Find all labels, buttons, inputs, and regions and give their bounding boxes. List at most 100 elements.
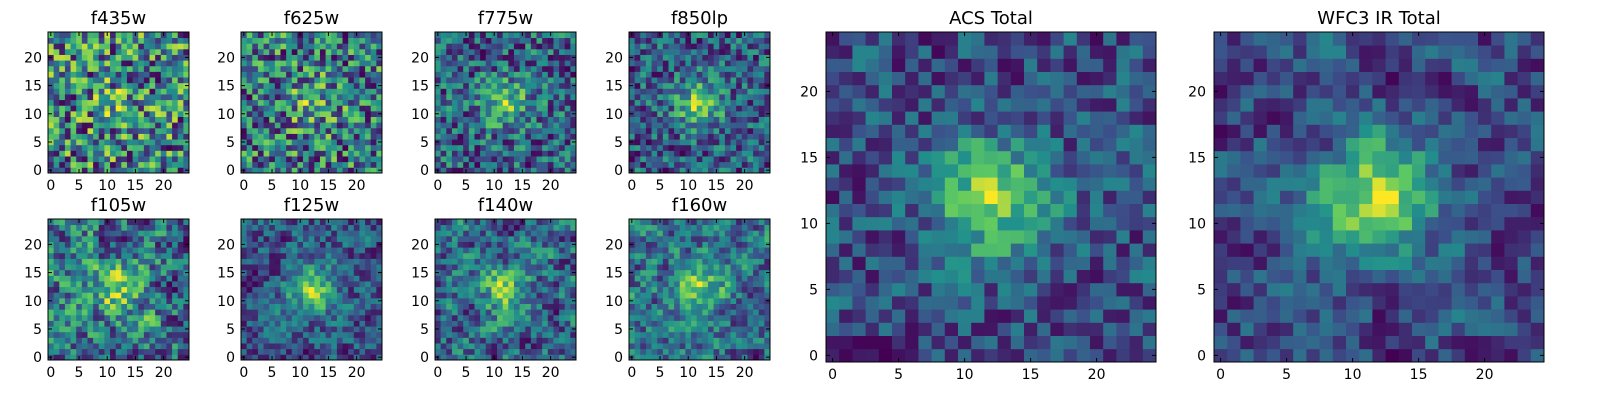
heatmap-cell xyxy=(645,354,652,361)
heatmap-cell xyxy=(325,292,332,299)
heatmap-cell xyxy=(291,264,298,271)
heatmap-cell xyxy=(440,116,447,123)
heatmap-cell xyxy=(314,156,321,163)
heatmap-cell xyxy=(662,326,669,333)
heatmap-cell xyxy=(702,343,709,350)
heatmap-cell xyxy=(160,82,167,89)
heatmap-cell xyxy=(513,150,520,157)
heatmap-cell xyxy=(342,161,349,168)
heatmap-cell xyxy=(691,348,698,355)
heatmap-cell xyxy=(93,269,100,276)
heatmap-cell xyxy=(64,275,71,282)
heatmap-cell xyxy=(719,337,726,344)
heatmap-cell xyxy=(463,48,470,55)
heatmap-cell xyxy=(297,122,304,129)
heatmap-cell xyxy=(53,219,60,226)
heatmap-cell xyxy=(570,252,577,259)
heatmap-cell xyxy=(325,122,332,129)
heatmap-cell xyxy=(485,269,492,276)
heatmap-cell xyxy=(297,258,304,265)
heatmap-cell xyxy=(691,71,698,78)
heatmap-cell xyxy=(110,292,117,299)
heatmap-cell xyxy=(257,77,264,84)
heatmap-cell xyxy=(172,167,179,174)
heatmap-cell xyxy=(331,343,338,350)
heatmap-cell xyxy=(348,275,355,282)
heatmap-cell xyxy=(76,258,83,265)
heatmap-cell xyxy=(166,105,173,112)
heatmap-cell xyxy=(143,292,150,299)
heatmap-cell xyxy=(491,309,498,316)
heatmap-cell xyxy=(559,105,566,112)
heatmap-cell xyxy=(252,343,259,350)
heatmap-cell xyxy=(149,110,156,117)
heatmap-cell xyxy=(115,133,122,140)
heatmap-cell xyxy=(657,116,664,123)
heatmap-cell xyxy=(308,37,315,44)
heatmap-cell xyxy=(138,167,145,174)
heatmap-cell xyxy=(81,309,88,316)
heatmap-cell xyxy=(308,65,315,72)
heatmap-cell xyxy=(115,150,122,157)
heatmap-cell xyxy=(553,139,560,146)
heatmap-cell xyxy=(724,77,731,84)
heatmap-cell xyxy=(559,224,566,231)
heatmap-cell xyxy=(166,48,173,55)
heatmap-cell xyxy=(93,156,100,163)
heatmap-cell xyxy=(468,167,475,174)
heatmap-cell xyxy=(741,326,748,333)
heatmap-cell xyxy=(370,37,377,44)
heatmap-cell xyxy=(155,150,162,157)
heatmap-cell xyxy=(713,71,720,78)
heatmap-cell xyxy=(257,127,264,134)
heatmap-cell xyxy=(291,48,298,55)
heatmap-cell xyxy=(308,48,315,55)
heatmap-cell xyxy=(263,105,270,112)
heatmap-cell xyxy=(508,105,515,112)
heatmap-cell xyxy=(115,167,122,174)
heatmap-cell xyxy=(559,314,566,321)
heatmap-cell xyxy=(98,144,105,151)
heatmap-cell xyxy=(93,94,100,101)
heatmap-cell xyxy=(365,297,372,304)
heatmap-cell xyxy=(286,139,293,146)
heatmap-cell xyxy=(291,241,298,248)
heatmap-cell xyxy=(76,303,83,310)
heatmap-cell xyxy=(468,286,475,293)
heatmap-cell xyxy=(376,286,383,293)
heatmap-cell xyxy=(474,60,481,67)
heatmap-cell xyxy=(138,144,145,151)
heatmap-cell xyxy=(457,94,464,101)
heatmap-cell xyxy=(519,139,526,146)
heatmap-cell xyxy=(713,99,720,106)
heatmap-cell xyxy=(143,331,150,338)
heatmap-cell xyxy=(542,348,549,355)
heatmap-cell xyxy=(336,354,343,361)
heatmap-cell xyxy=(485,235,492,242)
heatmap-cell xyxy=(126,286,133,293)
heatmap-cell xyxy=(662,144,669,151)
heatmap-cell xyxy=(155,43,162,50)
x-tick-label: 15 xyxy=(708,178,726,194)
heatmap-cell xyxy=(59,122,66,129)
heatmap-cell xyxy=(53,303,60,310)
heatmap-cell xyxy=(547,247,554,254)
heatmap-cell xyxy=(753,297,760,304)
heatmap-cell xyxy=(110,110,117,117)
heatmap-cell xyxy=(513,309,520,316)
heatmap-cell xyxy=(263,60,270,67)
heatmap-cell xyxy=(657,348,664,355)
heatmap-cell xyxy=(696,116,703,123)
heatmap-cell xyxy=(319,281,326,288)
heatmap-cell xyxy=(662,32,669,39)
heatmap-cell xyxy=(149,286,156,293)
heatmap-cell xyxy=(126,235,133,242)
heatmap-cell xyxy=(451,37,458,44)
heatmap-cell xyxy=(519,82,526,89)
heatmap-cell xyxy=(126,297,133,304)
heatmap-cell xyxy=(634,309,641,316)
heatmap-cell xyxy=(525,65,532,72)
heatmap-cell xyxy=(138,258,145,265)
heatmap-cell xyxy=(553,116,560,123)
heatmap-cell xyxy=(446,269,453,276)
